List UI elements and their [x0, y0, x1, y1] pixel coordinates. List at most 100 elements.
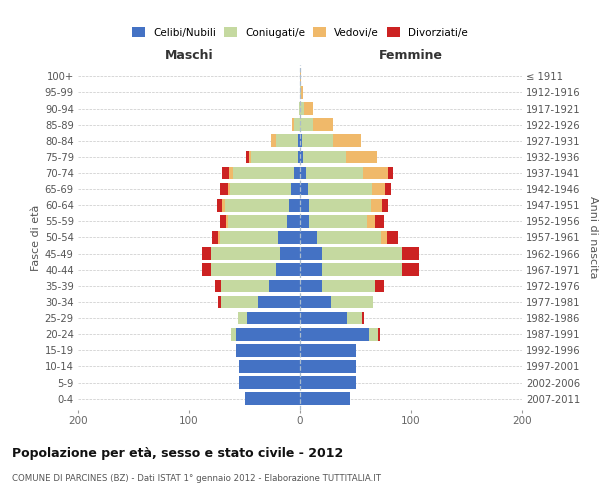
Legend: Celibi/Nubili, Coniugati/e, Vedovi/e, Divorziati/e: Celibi/Nubili, Coniugati/e, Vedovi/e, Di… [130, 26, 470, 40]
Bar [222, 166, 229, 179]
Bar [299, 102, 300, 115]
Bar [300, 280, 322, 292]
Bar [376, 215, 385, 228]
Bar [220, 215, 226, 228]
Text: Maschi: Maschi [164, 49, 214, 62]
Bar [292, 118, 295, 131]
Bar [402, 248, 419, 260]
Bar [231, 328, 236, 340]
Bar [334, 134, 361, 147]
Bar [300, 166, 305, 179]
Bar [331, 296, 373, 308]
Bar [372, 183, 385, 196]
Bar [300, 86, 301, 99]
Bar [388, 166, 393, 179]
Bar [304, 150, 346, 163]
Text: Femmine: Femmine [379, 49, 443, 62]
Bar [239, 376, 300, 389]
Bar [211, 248, 280, 260]
Bar [300, 70, 301, 82]
Bar [300, 296, 331, 308]
Bar [300, 150, 304, 163]
Bar [211, 264, 275, 276]
Bar [249, 150, 251, 163]
Bar [300, 215, 309, 228]
Bar [313, 118, 334, 131]
Bar [402, 264, 419, 276]
Bar [220, 231, 278, 244]
Bar [218, 231, 220, 244]
Bar [221, 280, 269, 292]
Bar [287, 215, 300, 228]
Bar [224, 199, 289, 211]
Bar [300, 134, 302, 147]
Bar [202, 248, 211, 260]
Bar [258, 296, 300, 308]
Bar [302, 134, 334, 147]
Bar [298, 134, 300, 147]
Bar [271, 134, 275, 147]
Bar [386, 231, 398, 244]
Bar [308, 183, 372, 196]
Bar [300, 102, 304, 115]
Bar [280, 248, 300, 260]
Bar [300, 118, 313, 131]
Bar [300, 183, 308, 196]
Bar [202, 264, 211, 276]
Bar [385, 183, 391, 196]
Bar [298, 150, 300, 163]
Bar [300, 328, 369, 340]
Bar [309, 215, 367, 228]
Bar [238, 312, 247, 324]
Bar [362, 312, 364, 324]
Bar [300, 376, 355, 389]
Bar [295, 166, 300, 179]
Bar [245, 392, 300, 405]
Bar [217, 199, 223, 211]
Bar [300, 248, 322, 260]
Bar [229, 166, 233, 179]
Bar [220, 183, 228, 196]
Bar [371, 199, 382, 211]
Bar [300, 264, 322, 276]
Bar [300, 199, 309, 211]
Bar [300, 392, 350, 405]
Bar [381, 231, 386, 244]
Bar [251, 150, 298, 163]
Bar [300, 231, 317, 244]
Bar [278, 231, 300, 244]
Bar [322, 264, 402, 276]
Y-axis label: Anni di nascita: Anni di nascita [588, 196, 598, 279]
Bar [239, 360, 300, 373]
Bar [228, 183, 230, 196]
Bar [346, 150, 377, 163]
Bar [230, 183, 291, 196]
Bar [382, 199, 388, 211]
Bar [300, 344, 355, 356]
Bar [236, 344, 300, 356]
Bar [295, 118, 300, 131]
Bar [317, 231, 381, 244]
Bar [304, 102, 313, 115]
Bar [233, 166, 295, 179]
Text: Popolazione per età, sesso e stato civile - 2012: Popolazione per età, sesso e stato civil… [12, 448, 343, 460]
Bar [269, 280, 300, 292]
Bar [376, 280, 385, 292]
Bar [226, 215, 228, 228]
Bar [245, 150, 249, 163]
Bar [212, 231, 218, 244]
Bar [309, 199, 371, 211]
Bar [218, 296, 221, 308]
Bar [275, 134, 298, 147]
Bar [369, 328, 378, 340]
Bar [322, 248, 402, 260]
Bar [300, 360, 355, 373]
Bar [367, 215, 376, 228]
Bar [236, 328, 300, 340]
Bar [300, 312, 347, 324]
Bar [291, 183, 300, 196]
Text: COMUNE DI PARCINES (BZ) - Dati ISTAT 1° gennaio 2012 - Elaborazione TUTTITALIA.I: COMUNE DI PARCINES (BZ) - Dati ISTAT 1° … [12, 474, 381, 483]
Bar [289, 199, 300, 211]
Bar [222, 199, 224, 211]
Bar [347, 312, 362, 324]
